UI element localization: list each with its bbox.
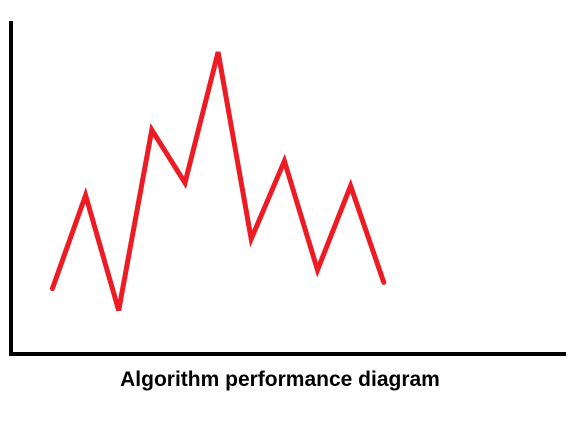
series-layer [49, 51, 387, 312]
chart-title: Algorithm performance diagram [120, 368, 440, 391]
line-chart [9, 21, 566, 356]
series-line-0 [49, 51, 387, 312]
